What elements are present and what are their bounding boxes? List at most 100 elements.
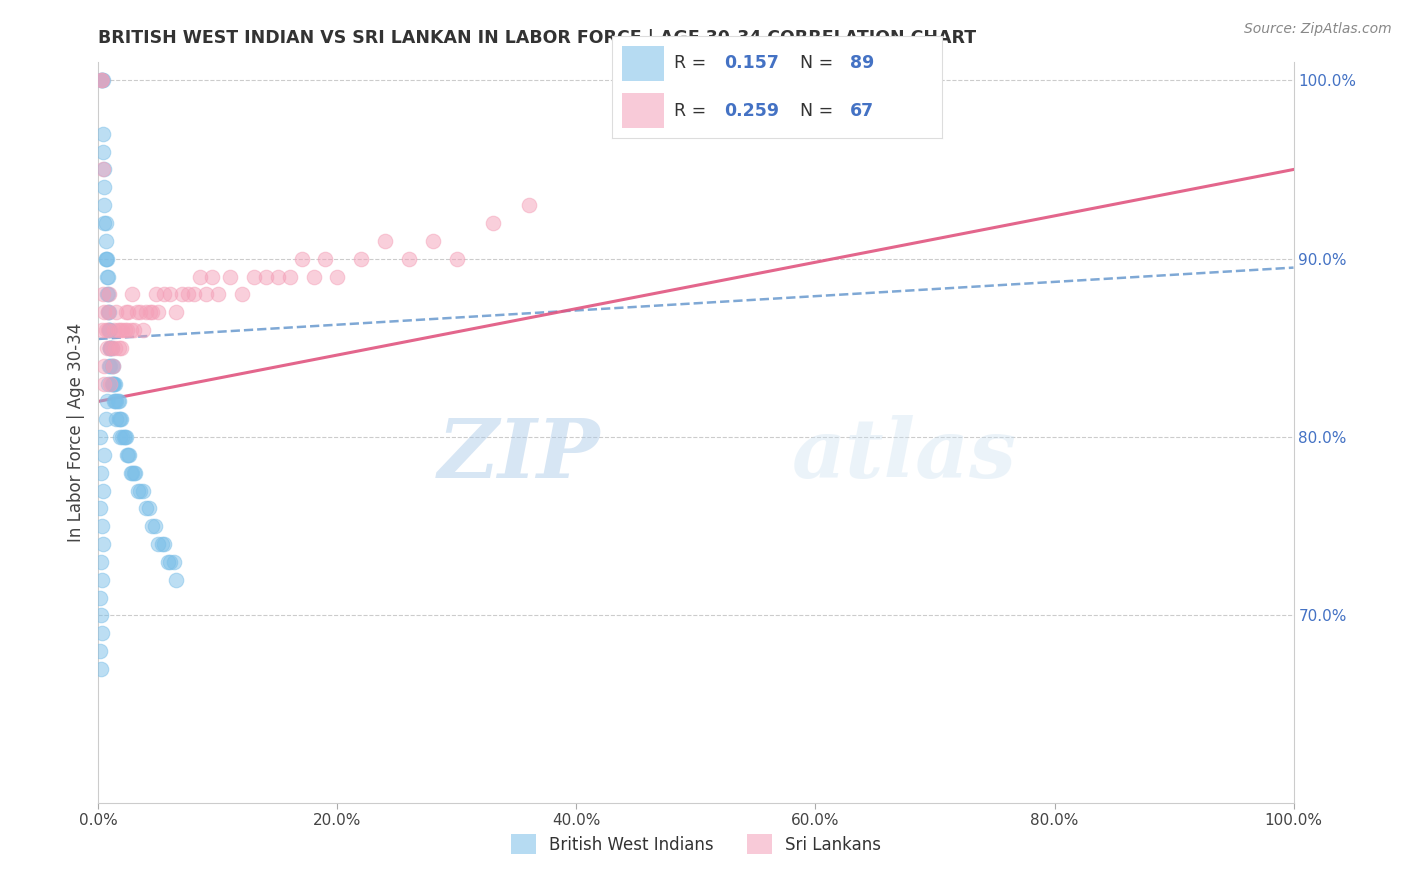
Point xyxy=(517,198,540,212)
Text: R =: R = xyxy=(675,54,711,72)
Point xyxy=(93,198,115,212)
Point xyxy=(127,483,149,498)
Text: 89: 89 xyxy=(849,54,873,72)
Point xyxy=(124,323,146,337)
Point xyxy=(98,341,122,355)
Point xyxy=(107,323,129,337)
Point xyxy=(89,591,111,605)
Point xyxy=(156,555,179,569)
Point xyxy=(101,376,124,391)
Point xyxy=(110,412,132,426)
Point xyxy=(91,162,114,177)
Point xyxy=(446,252,468,266)
Point xyxy=(139,305,162,319)
Point xyxy=(135,501,157,516)
Point xyxy=(112,430,135,444)
Point xyxy=(291,252,314,266)
Point xyxy=(114,430,136,444)
Point xyxy=(398,252,420,266)
Point xyxy=(254,269,277,284)
Text: Source: ZipAtlas.com: Source: ZipAtlas.com xyxy=(1244,22,1392,37)
Point xyxy=(96,394,118,409)
Point xyxy=(101,359,124,373)
Point xyxy=(103,323,125,337)
FancyBboxPatch shape xyxy=(621,46,665,81)
Point xyxy=(93,216,115,230)
Point xyxy=(98,359,121,373)
Point xyxy=(117,305,139,319)
Point xyxy=(96,341,118,355)
Point xyxy=(97,269,120,284)
Point xyxy=(100,341,122,355)
Point xyxy=(111,323,134,337)
Point xyxy=(148,305,170,319)
Point xyxy=(96,287,118,301)
Point xyxy=(350,252,373,266)
Point xyxy=(103,376,125,391)
Point xyxy=(120,323,142,337)
Y-axis label: In Labor Force | Age 30-34: In Labor Force | Age 30-34 xyxy=(66,323,84,542)
Point xyxy=(422,234,444,248)
Point xyxy=(89,501,111,516)
Point xyxy=(141,305,163,319)
Point xyxy=(141,519,163,533)
Point xyxy=(90,555,112,569)
Point xyxy=(111,430,134,444)
Point xyxy=(172,287,194,301)
Point xyxy=(129,483,152,498)
Point xyxy=(94,323,117,337)
Point xyxy=(315,252,337,266)
Text: 0.259: 0.259 xyxy=(724,102,779,120)
Point xyxy=(120,466,142,480)
Point xyxy=(195,287,218,301)
Point xyxy=(108,430,131,444)
Point xyxy=(118,448,141,462)
Point xyxy=(278,269,301,284)
Point xyxy=(148,537,170,551)
Point xyxy=(124,466,146,480)
Text: 0.157: 0.157 xyxy=(724,54,779,72)
Point xyxy=(97,287,120,301)
Point xyxy=(96,269,118,284)
Point xyxy=(163,555,186,569)
Point xyxy=(97,376,120,391)
Point xyxy=(159,287,181,301)
Point xyxy=(165,305,187,319)
Point xyxy=(93,376,115,391)
Point xyxy=(114,323,136,337)
Point xyxy=(98,341,122,355)
Point xyxy=(94,252,117,266)
Point xyxy=(94,216,117,230)
Text: BRITISH WEST INDIAN VS SRI LANKAN IN LABOR FORCE | AGE 30-34 CORRELATION CHART: BRITISH WEST INDIAN VS SRI LANKAN IN LAB… xyxy=(98,29,977,47)
Point xyxy=(98,287,121,301)
Point xyxy=(243,269,266,284)
Point xyxy=(177,287,200,301)
Point xyxy=(219,269,242,284)
Point xyxy=(131,323,153,337)
Point xyxy=(117,448,139,462)
Point xyxy=(110,341,132,355)
Text: 67: 67 xyxy=(849,102,873,120)
FancyBboxPatch shape xyxy=(621,93,665,128)
Point xyxy=(153,287,176,301)
Point xyxy=(90,608,112,623)
Text: ZIP: ZIP xyxy=(437,415,600,495)
Point xyxy=(90,466,112,480)
Text: atlas: atlas xyxy=(792,415,1017,495)
Point xyxy=(91,145,114,159)
Point xyxy=(89,430,111,444)
Point xyxy=(183,287,205,301)
Point xyxy=(91,483,114,498)
Point xyxy=(108,323,131,337)
Point xyxy=(90,662,112,676)
Point xyxy=(115,430,138,444)
Point xyxy=(153,537,176,551)
Point xyxy=(165,573,187,587)
Point xyxy=(93,448,115,462)
Point xyxy=(93,359,115,373)
Point xyxy=(188,269,211,284)
Point xyxy=(374,234,396,248)
Point xyxy=(91,127,114,141)
Text: N =: N = xyxy=(800,102,839,120)
Point xyxy=(98,323,122,337)
